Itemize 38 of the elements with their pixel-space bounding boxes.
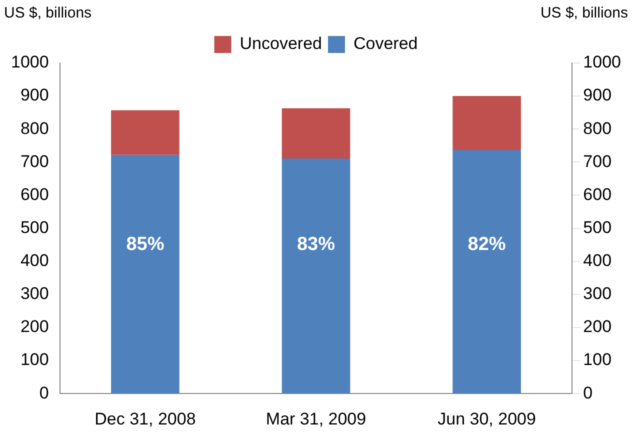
y-tick-label: 100: [20, 350, 49, 370]
bar: [282, 108, 350, 159]
y-tick-label: 200: [20, 317, 49, 336]
y-tick-label: 600: [20, 184, 49, 204]
y2-tick-label: 700: [583, 152, 612, 171]
y-tick-label: 1000: [10, 52, 49, 72]
legend-label: Covered: [353, 34, 418, 54]
bar: [452, 96, 521, 150]
annotation: 83%: [296, 234, 336, 256]
y2-tick-label: 600: [583, 184, 612, 204]
y2-tick-label: 100: [583, 350, 612, 370]
x-tick-label: Jun 30, 2009: [438, 409, 536, 428]
y-axis-title: US $, billions: [4, 4, 92, 22]
y2-axis-title: US $, billions: [540, 4, 628, 22]
y-tick-label: 900: [20, 86, 49, 105]
x-tick-label: Mar 31, 2009: [266, 409, 366, 428]
y-tick-label: 800: [20, 118, 49, 138]
y-tick-label: 0: [39, 383, 49, 402]
bar: [111, 154, 180, 394]
y2-tick-label: 500: [583, 218, 612, 237]
y2-tick-label: 200: [583, 317, 612, 336]
bar: [282, 158, 350, 394]
bar: [452, 150, 521, 394]
y2-tick-label: 1000: [583, 52, 622, 72]
y2-tick-label: 0: [583, 383, 593, 402]
y2-tick-label: 800: [583, 118, 612, 138]
bar: [111, 110, 180, 155]
y2-tick-label: 300: [583, 284, 612, 304]
legend-label: Uncovered: [240, 34, 322, 54]
y2-tick-label: 900: [583, 86, 612, 105]
annotation: 85%: [126, 234, 164, 256]
y-tick-label: 300: [20, 284, 49, 304]
y-tick-label: 500: [20, 218, 49, 237]
y-tick-label: 400: [20, 251, 49, 270]
annotation: 82%: [468, 234, 506, 256]
y2-tick-label: 400: [583, 251, 612, 270]
y-tick-label: 700: [20, 152, 49, 171]
x-tick-label: Dec 31, 2008: [94, 409, 196, 428]
